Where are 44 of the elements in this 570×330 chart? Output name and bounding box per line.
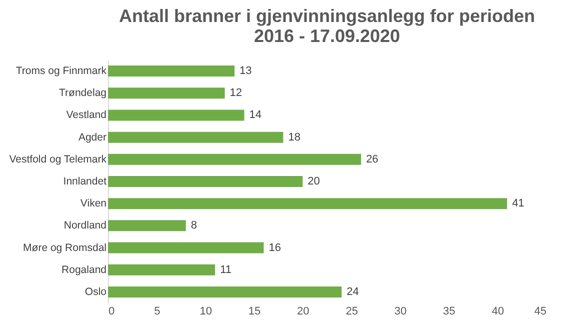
x-tick-label: 0: [108, 306, 115, 318]
y-tick-label: Rogaland: [62, 264, 107, 276]
x-tick-label: 15: [248, 306, 261, 318]
data-label: 18: [288, 131, 300, 144]
bar: [108, 220, 186, 232]
bar: [108, 242, 264, 254]
bar: [108, 132, 284, 143]
data-label: 14: [249, 109, 262, 122]
bar: [108, 286, 342, 298]
data-label: 41: [512, 198, 524, 210]
bar: [108, 66, 235, 77]
x-tick-label: 10: [200, 306, 212, 318]
bar: [108, 154, 362, 165]
y-tick-label: Vestland: [66, 109, 107, 122]
y-tick-label: Viken: [80, 198, 107, 210]
data-label: 16: [268, 242, 281, 254]
x-tick-label: 35: [443, 306, 456, 318]
bar: [108, 198, 508, 210]
x-tick-label: 25: [346, 306, 358, 318]
x-tick-label: 40: [492, 306, 504, 318]
x-tick-label: 5: [154, 306, 160, 318]
x-tick-label: 45: [534, 306, 546, 318]
x-tick-label: 30: [394, 306, 407, 318]
bar: [108, 176, 303, 187]
data-label: 8: [190, 220, 197, 232]
y-tick-label: Oslo: [84, 286, 107, 298]
x-tick-label: 20: [297, 306, 310, 318]
chart-title: Antall branner i gjenvinningsanlegg for perioden 2016 - 17.09.2020: [118, 6, 536, 46]
y-tick-label: Agder: [78, 131, 107, 144]
bar: [108, 264, 216, 276]
y-tick-label: Møre og Romsdal: [23, 242, 106, 254]
y-tick-label: Nordland: [64, 220, 107, 232]
y-tick-label: Trøndelag: [59, 87, 107, 100]
y-tick-label: Vestfold og Telemark: [9, 153, 108, 166]
data-label: 26: [366, 153, 378, 166]
bar: [108, 110, 244, 121]
data-label: 11: [220, 264, 232, 276]
data-label: 24: [346, 286, 359, 298]
bar: [108, 88, 225, 99]
y-tick-label: Innlandet: [63, 176, 107, 188]
data-label: 12: [230, 87, 242, 100]
data-label: 20: [308, 176, 320, 188]
data-label: 13: [240, 65, 252, 78]
y-tick-label: Troms og Finnmark: [16, 65, 108, 78]
